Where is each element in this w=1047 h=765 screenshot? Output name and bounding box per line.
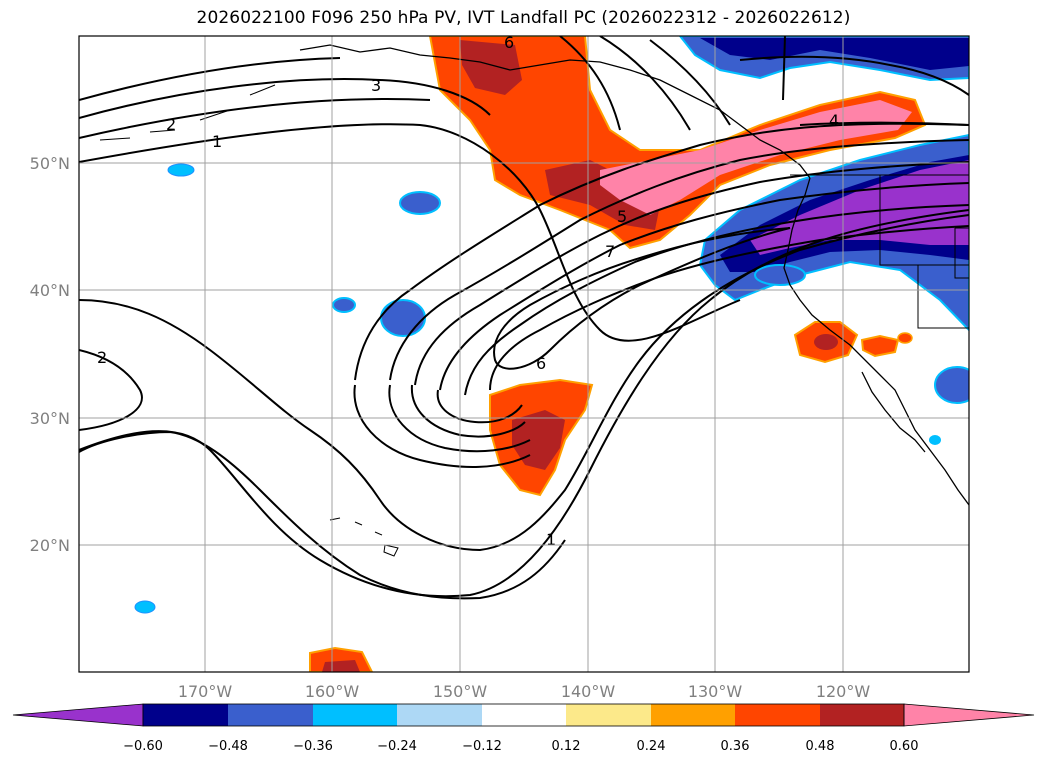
- contour-north-6: [799, 121, 969, 126]
- colorbar-tick: 0.60: [890, 739, 919, 754]
- colorbar-tick: −0.36: [293, 739, 333, 754]
- contour-outer-3: [79, 78, 491, 119]
- contour-label-6-core: 6: [536, 354, 546, 373]
- negative-anomaly-purple-core: [750, 160, 969, 255]
- contour-label-6-north: 6: [504, 33, 514, 52]
- contour-outer-1: [79, 123, 741, 342]
- contour-bottom-outer: [79, 430, 566, 600]
- hawaii: [329, 517, 399, 557]
- contour-label-4: 4: [829, 111, 839, 130]
- colorbar-tick: 0.12: [552, 739, 581, 754]
- contour-label-7: 7: [605, 242, 615, 261]
- contour-outer-2: [79, 98, 431, 139]
- positive-spot-baja: [860, 334, 900, 358]
- gridlines: [79, 36, 969, 672]
- contour-label-2-upper: 2: [166, 115, 176, 134]
- negative-spot-5: [134, 600, 156, 614]
- contour-lower-2: [388, 384, 531, 453]
- latitude-labels: 50°N 40°N 30°N 20°N: [30, 154, 70, 555]
- colorbar-tick: 0.24: [637, 739, 666, 754]
- lon-label-160w: 160°W: [305, 682, 360, 701]
- negative-spot-4: [380, 299, 426, 337]
- positive-anomaly-central-core: [512, 410, 565, 470]
- contour-inner-6: [489, 225, 969, 391]
- colorbar: −0.60 −0.48 −0.36 −0.24 −0.12 0.12 0.24 …: [12, 703, 1035, 754]
- colorbar-tick: 0.36: [721, 739, 750, 754]
- contour-label-1-upper: 1: [212, 132, 222, 151]
- lat-label-50n: 50°N: [30, 154, 70, 173]
- contour-inner-3: [414, 161, 969, 386]
- negative-spot-3: [332, 297, 356, 313]
- us-state-line-2: [917, 265, 969, 329]
- contour-inner-4: [439, 182, 969, 391]
- colorbar-tick: −0.12: [462, 739, 502, 754]
- negative-spot-8: [754, 264, 806, 286]
- colorbar-segment: [735, 704, 820, 726]
- map-frame: [78, 35, 970, 673]
- us-state-line-1: [879, 175, 969, 266]
- contour-north-1: [559, 36, 621, 131]
- lon-label-120w: 120°W: [816, 682, 871, 701]
- contour-label-2-lower: 2: [97, 348, 107, 367]
- negative-spot-7: [929, 435, 941, 445]
- contour-core: [493, 227, 791, 370]
- lat-label-40n: 40°N: [30, 281, 70, 300]
- contour-inner-2: [389, 139, 969, 381]
- contour-labels: 6 3 2 1 4 5 7 6 2 1: [97, 33, 839, 549]
- chart-title: 2026022100 F096 250 hPa PV, IVT Landfall…: [196, 8, 851, 28]
- colorbar-tick: −0.48: [208, 739, 248, 754]
- negative-spot-1: [167, 163, 195, 177]
- colorbar-segment: [566, 704, 651, 726]
- lon-label-170w: 170°W: [178, 682, 233, 701]
- colorbar-segment: [313, 704, 397, 726]
- aleutians: [99, 84, 276, 141]
- contour-inner-5: [464, 204, 969, 396]
- lon-label-130w: 130°W: [688, 682, 743, 701]
- contour-label-5: 5: [617, 207, 627, 226]
- dark-red-band: [545, 160, 660, 230]
- colorbar-right-extend: [903, 703, 1035, 727]
- contour-big-loop: [79, 209, 969, 598]
- colorbar-tick: 0.48: [806, 739, 835, 754]
- contour-north-4: [782, 36, 786, 101]
- positive-spot-california-core: [814, 334, 838, 350]
- contour-north-2: [599, 36, 691, 131]
- dark-red-core-north: [460, 40, 522, 95]
- contour-inner-1: [354, 122, 969, 381]
- colorbar-segment: [228, 704, 313, 726]
- negative-spot-6: [934, 366, 969, 404]
- contour-label-3: 3: [371, 76, 381, 95]
- contour-north-3: [649, 39, 731, 126]
- lon-label-150w: 150°W: [433, 682, 488, 701]
- colorbar-tick: −0.60: [123, 739, 163, 754]
- ivt-contours: [79, 36, 969, 600]
- colorbar-segment: [143, 704, 228, 726]
- contour-north-5: [739, 55, 969, 96]
- colorbar-segment: [482, 704, 566, 726]
- lat-label-30n: 30°N: [30, 409, 70, 428]
- us-state-line-3: [954, 227, 969, 279]
- colorbar-tick: −0.24: [377, 739, 417, 754]
- negative-anomaly-north-core: [700, 38, 969, 70]
- longitude-labels: 170°W 160°W 150°W 140°W 130°W 120°W: [178, 682, 871, 701]
- north-america-west-coast: [783, 177, 969, 506]
- positive-spot-baja-2: [897, 332, 913, 344]
- colorbar-left-extend: [12, 703, 144, 727]
- colorbar-tick-labels: −0.60 −0.48 −0.36 −0.24 −0.12 0.12 0.24 …: [123, 739, 918, 754]
- baja-peninsula: [861, 371, 926, 453]
- lat-label-20n: 20°N: [30, 536, 70, 555]
- colorbar-segment: [397, 704, 482, 726]
- contour-label-1-lower: 1: [546, 530, 556, 549]
- contour-lower-1: [353, 384, 531, 468]
- colorbar-segment: [820, 704, 904, 726]
- contour-outer-4: [79, 57, 341, 101]
- colorbar-segment: [651, 704, 735, 726]
- negative-spot-2: [399, 191, 441, 215]
- lon-label-140w: 140°W: [561, 682, 616, 701]
- contour-2-left: [79, 349, 143, 431]
- contour-lower-4: [436, 389, 523, 424]
